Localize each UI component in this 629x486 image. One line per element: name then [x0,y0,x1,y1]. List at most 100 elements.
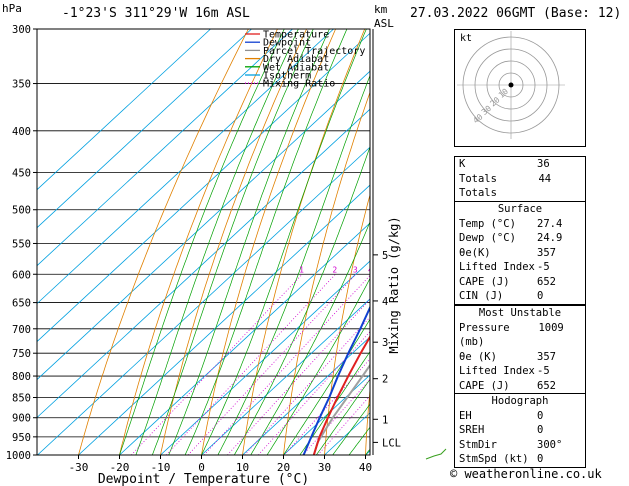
wet-adiabat-line [250,220,370,455]
row-label: Dewp (°C) [459,232,516,244]
hodograph-origin-dot [508,82,514,88]
row-label: θe (K) [459,350,497,363]
wet-adiabat-line [266,277,370,455]
pressure-label: 1000 [6,450,31,462]
row-value: 300° [537,438,563,451]
row-value: 44 [538,172,552,185]
legend-label: Dewpoint [263,38,311,49]
isotherm-line [37,32,370,343]
row-label: Lifted Index [459,365,535,377]
table-row: Temp (°C) 27.4 [455,217,585,232]
legend-label: Parcel Trajectory [263,46,365,57]
plot-frame [36,28,371,456]
wet-adiabat-line [283,318,370,455]
wet-adiabat-line [201,29,367,455]
table-row: K 36 [455,157,585,172]
row-value: 0 [537,290,544,302]
parcel-trajectory-line [312,363,370,455]
temperature-tick-label: 40 [359,461,372,474]
row-value: 36 [537,158,550,170]
mixing-ratio-label: 4 [368,265,373,274]
isotherm-line [283,374,370,455]
isotherm-line [37,29,252,229]
wet-adiabat-line [168,29,330,455]
legend-label: Dry Adiabat [263,54,329,65]
pressure-label: 950 [12,432,31,444]
mixing-ratio-line [227,298,370,455]
table-row: θe (K) 357 [455,350,585,365]
table-row: StmSpd (kt) 0 [455,452,585,467]
row-value: 0 [537,409,544,422]
mixing-ratio-label: 15 [443,265,453,274]
table-row: Dewp (°C) 24.9 [455,231,585,246]
table-row: Lifted Index -5 [455,260,585,275]
mixing-ratio-line [283,358,370,455]
row-label: CAPE (J) [459,379,510,392]
table-row: Lifted Index -5 [455,364,585,379]
isotherm-line [37,29,211,191]
km-label: LCL [382,437,401,449]
copyright[interactable]: © weatheronline.co.uk [450,467,602,481]
pressure-label: 300 [12,24,31,36]
wet-adiabat-line [316,378,370,455]
wet-adiabat-line [119,29,285,455]
most-unstable-title: Most Unstable [478,307,562,319]
wet-adiabat-line [233,145,370,455]
row-value: 27.4 [537,217,563,230]
pressure-label: 350 [12,79,31,91]
hodograph-kt-label: kt [460,33,472,44]
table-row: CAPE (J) 652 [455,379,585,394]
row-value: 357 [537,246,556,259]
temperature-tick-label: 0 [198,461,205,474]
temperature-tick-label: 10 [236,461,249,474]
isotherm-line [242,336,370,455]
dry-adiabat-line [201,29,336,455]
row-value: 0 [537,453,544,465]
mixing-ratio-line [244,316,370,455]
dry-adiabat-line [242,29,366,455]
pressure-label: 450 [12,167,31,179]
dry-adiabat-line [365,386,370,455]
pressure-label: 750 [12,348,31,360]
row-value: 24.9 [537,232,563,244]
hpa-label: hPa [2,2,22,15]
temperature-line [312,334,370,455]
legend-label: Temperature [263,30,329,41]
dry-adiabat-line [160,29,307,455]
mixing-ratio-line [187,274,357,455]
pressure-label: 650 [12,298,31,310]
surface-title: Surface [497,203,543,215]
pressure-label: 800 [12,371,31,383]
dry-adiabat-line [119,29,278,455]
row-label: Totals Totals [459,172,497,200]
mixing-ratio-line [166,274,336,455]
mixing-ratio-label: 3 [353,265,358,274]
row-label: StmSpd (kt) [459,453,529,465]
row-label: CAPE (J) [459,275,510,288]
row-label: Lifted Index [459,261,535,273]
isotherm-line [37,29,293,267]
wet-adiabat-line [135,29,299,455]
pressure-label: 700 [12,324,31,336]
km-label: 1 [382,414,388,426]
pressure-label: 850 [12,392,31,404]
km-label: km [374,3,388,16]
km-label: 4 [382,296,388,308]
isotherm-line [201,298,370,455]
row-label: Temp (°C) [459,217,516,230]
row-value: 0 [537,424,544,436]
temperature-tick-label: -10 [151,461,171,474]
table-row: EH 0 [455,409,585,424]
pressure-label: 600 [12,269,31,281]
isotherm-line [78,184,370,455]
mixing-ratio-label: 1 [299,265,304,274]
row-label: K [459,158,466,170]
y-axis-label: Mixing Ratio (g/kg) [387,216,401,353]
table-row: CIN (J) 0 [455,289,585,304]
row-label: θe(K) [459,246,491,259]
dry-adiabat-line [599,29,626,455]
hodograph-frame [454,29,586,147]
surface-table: Surface Temp (°C) 27.4 Dewp (°C) 24.9 θe(K) 3… [454,201,586,305]
temperature-tick-label: 30 [318,461,331,474]
datetime-title: 27.03.2022 06GMT (Base: 12) [410,6,622,21]
